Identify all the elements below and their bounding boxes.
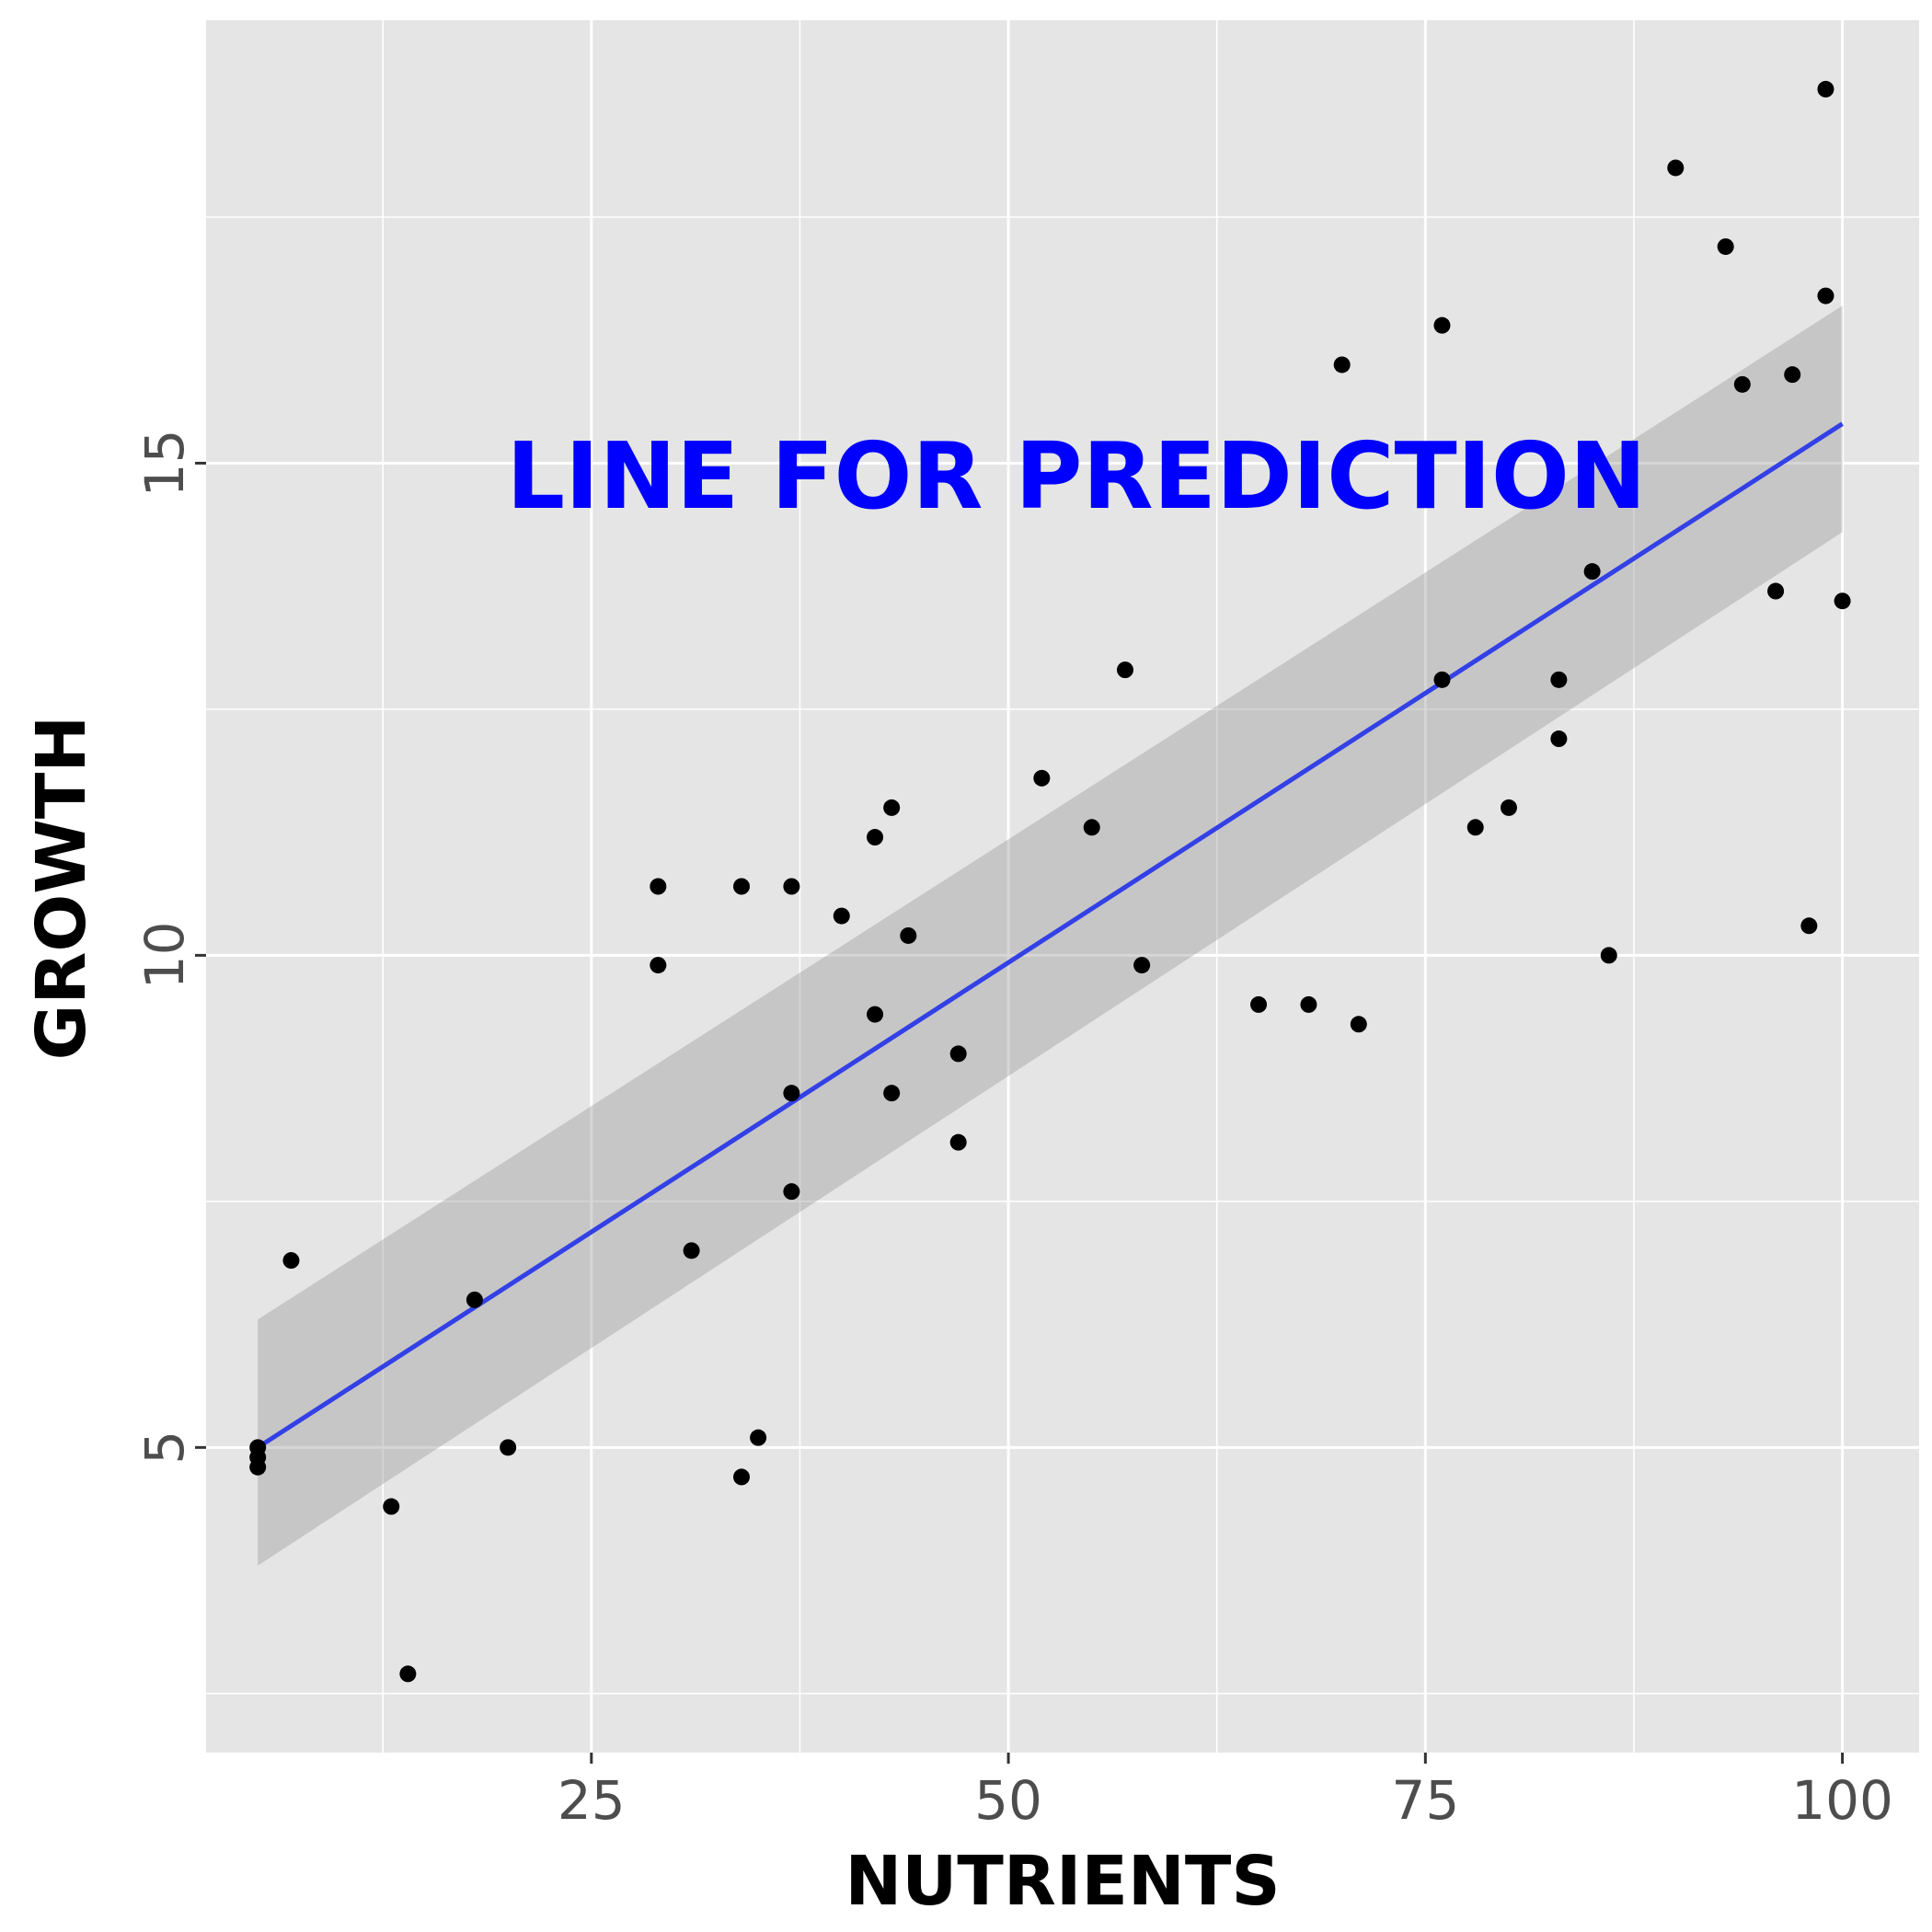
data-point	[1433, 316, 1451, 334]
data-point	[1767, 582, 1785, 600]
data-point	[1550, 671, 1568, 688]
data-point	[1300, 995, 1317, 1013]
axis-ticks-layer: 25 50 75 100 5 10 15	[133, 430, 1893, 1832]
annotation-label: LINE FOR PREDICTION	[506, 422, 1646, 530]
data-point	[1350, 1016, 1367, 1033]
regression-line	[256, 421, 1844, 1450]
y-tick-label: 5	[133, 1431, 196, 1465]
data-point	[1433, 671, 1451, 688]
data-point	[1817, 80, 1834, 98]
data-point	[732, 878, 750, 895]
data-point	[867, 1006, 884, 1023]
major-gridlines	[206, 20, 1919, 1753]
data-point	[1550, 730, 1568, 748]
data-points-layer	[249, 80, 1851, 1683]
data-point	[833, 907, 850, 925]
data-point	[783, 1183, 800, 1201]
data-point	[783, 878, 800, 895]
data-point	[900, 926, 917, 944]
data-point	[1817, 287, 1834, 305]
y-axis-title: GROWTH	[22, 716, 101, 1061]
data-point	[1834, 592, 1851, 610]
data-point	[1500, 799, 1517, 816]
data-point	[1250, 995, 1268, 1013]
data-point	[650, 878, 667, 895]
x-tick-label: 75	[1391, 1769, 1459, 1832]
regression-line-layer	[256, 421, 1844, 1450]
data-point	[1133, 957, 1151, 974]
data-point	[1717, 238, 1734, 256]
data-point	[249, 1458, 267, 1476]
data-point	[1800, 917, 1818, 935]
data-point	[399, 1665, 417, 1683]
data-point	[650, 957, 667, 974]
x-tick-label: 25	[558, 1769, 626, 1832]
data-point	[1083, 819, 1100, 836]
y-tick-label: 15	[133, 430, 196, 498]
data-point	[1733, 375, 1751, 393]
data-point	[949, 1133, 967, 1151]
data-point	[1333, 356, 1351, 374]
x-axis-title: NUTRIENTS	[845, 1842, 1280, 1921]
data-point	[500, 1439, 517, 1456]
data-point	[282, 1252, 300, 1270]
data-point	[883, 1085, 901, 1102]
data-point	[1600, 947, 1617, 964]
minor-gridlines	[206, 20, 1919, 1753]
data-point	[732, 1468, 750, 1486]
data-point	[1667, 159, 1685, 177]
x-tick-label: 50	[974, 1769, 1042, 1832]
data-point	[466, 1291, 483, 1308]
data-point	[949, 1045, 967, 1063]
data-point	[1784, 366, 1801, 384]
data-point	[1583, 563, 1601, 581]
data-point	[1466, 819, 1484, 836]
data-point	[867, 829, 884, 846]
x-tick-label: 100	[1791, 1769, 1893, 1832]
data-point	[750, 1429, 767, 1446]
data-point	[683, 1242, 700, 1259]
data-point	[1116, 661, 1133, 679]
y-tick-label: 10	[133, 921, 196, 989]
data-point	[383, 1498, 400, 1515]
data-point	[1033, 769, 1051, 787]
data-point	[783, 1085, 800, 1102]
data-point	[883, 799, 901, 816]
